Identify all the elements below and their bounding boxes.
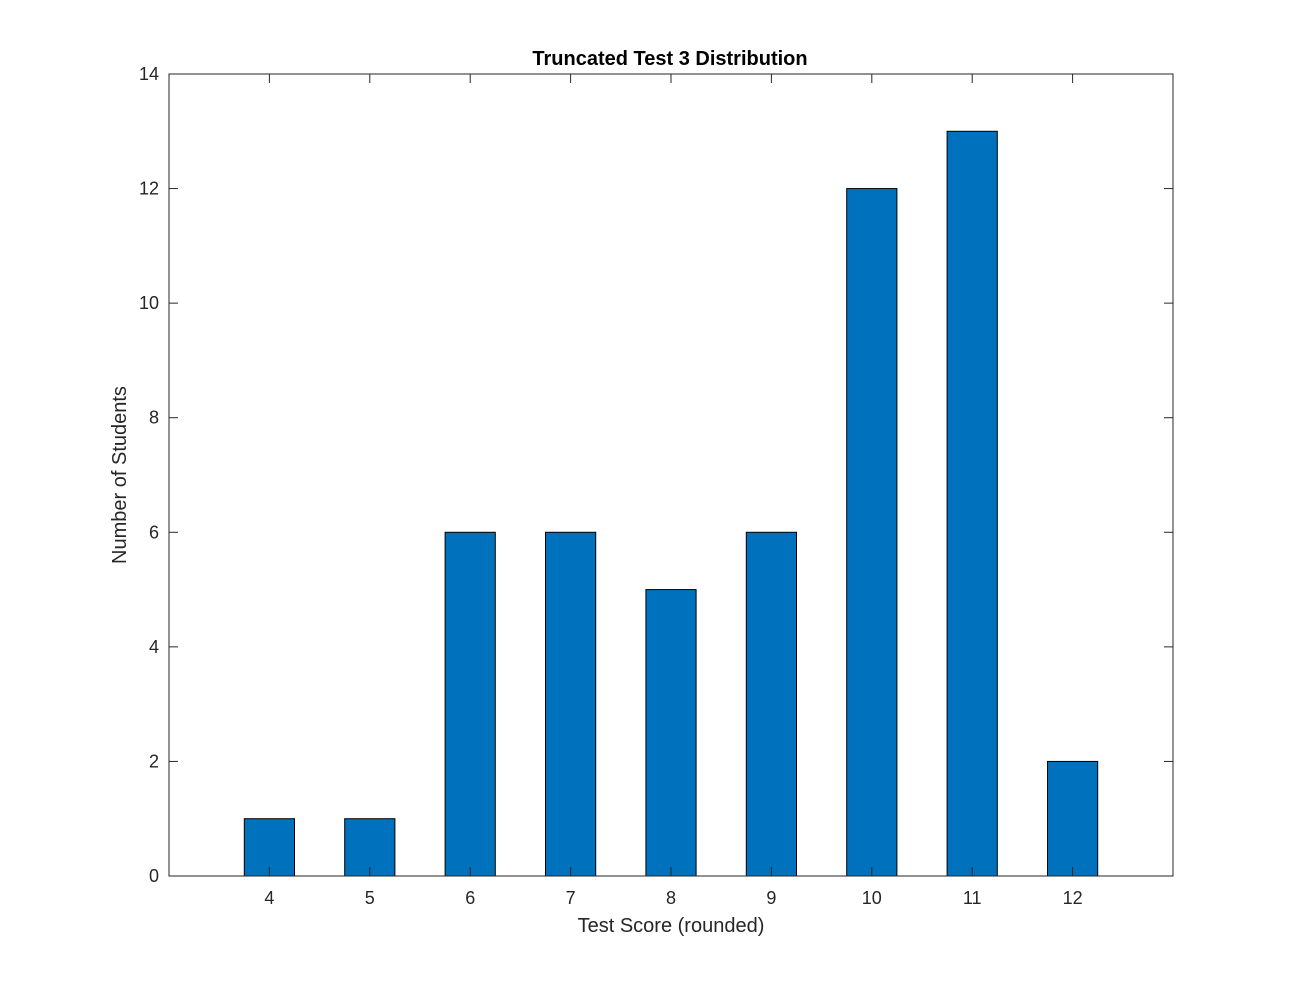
ticks-group: 4 5 6 7 8 9 10 11 12 0 2 4 6 8 10 12 14 (139, 64, 1173, 908)
bar-12 (1047, 760, 1099, 877)
bar-9 (745, 531, 797, 877)
y-tick-label-2: 2 (149, 751, 159, 771)
x-tick-label-7: 7 (566, 888, 576, 908)
x-tick-label-10: 10 (862, 888, 882, 908)
x-tick-label-12: 12 (1063, 888, 1083, 908)
plot-area-frame (168, 73, 1174, 877)
x-tick-label-5: 5 (365, 888, 375, 908)
bar-10 (846, 188, 898, 877)
y-tick-label-6: 6 (149, 522, 159, 542)
bar-8 (645, 589, 697, 877)
y-axis-label: Number of Students (109, 386, 131, 564)
y-tick-label-0: 0 (149, 866, 159, 886)
x-tick-label-6: 6 (465, 888, 475, 908)
x-tick-label-8: 8 (666, 888, 676, 908)
y-tick-label-14: 14 (139, 64, 159, 84)
y-tick-label-12: 12 (139, 179, 159, 199)
bar-11 (946, 130, 998, 877)
bars-group (243, 130, 1099, 877)
y-tick-label-8: 8 (149, 408, 159, 428)
chart-title: Truncated Test 3 Distribution (532, 48, 807, 70)
x-tick-label-4: 4 (264, 888, 274, 908)
y-tick-label-4: 4 (149, 637, 159, 657)
bar-6 (444, 531, 496, 877)
x-tick-label-11: 11 (963, 888, 982, 908)
bar-4 (243, 818, 296, 877)
y-tick-label-10: 10 (139, 293, 159, 313)
x-axis-label: Test Score (rounded) (578, 915, 765, 937)
bar-7 (545, 531, 597, 877)
x-tick-label-9: 9 (766, 888, 776, 908)
bar-5 (344, 818, 396, 877)
